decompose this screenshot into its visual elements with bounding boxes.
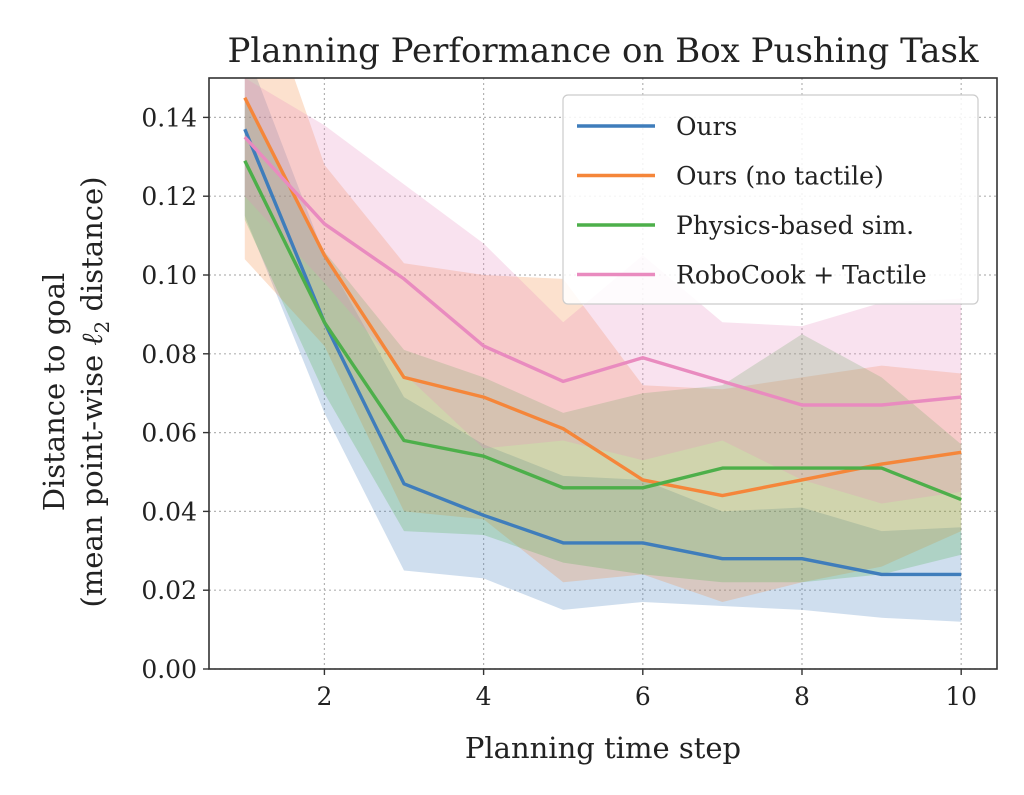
y-axis-title-subscript: 2 (90, 321, 114, 334)
y-tick-label: 0.08 (141, 340, 197, 369)
y-tick-label: 0.00 (141, 655, 197, 684)
robocook-tactile-legend-label: RoboCook + Tactile (676, 261, 927, 290)
x-tick-label: 2 (316, 682, 332, 711)
y-axis-title: Distance to goal (mean point-wise ℓ2 dis… (37, 176, 114, 607)
x-tick-label: 4 (476, 682, 492, 711)
physics-based-sim-series-line (243, 159, 962, 502)
ours-legend-label: Ours (676, 112, 737, 141)
y-tick-label: 0.12 (141, 182, 197, 211)
y-axis-title-suffix: distance) (75, 176, 109, 320)
y-tick-label: 0.14 (141, 103, 197, 132)
x-axis-title: Planning time step (465, 731, 741, 765)
ours-no-tactile-legend-label: Ours (no tactile) (676, 162, 884, 191)
legend-box (562, 94, 979, 305)
series-lines (243, 96, 962, 577)
y-axis-title-line-1: Distance to goal (37, 273, 71, 512)
axis-ticks: 2 4 6 8 10 0.00 0.02 0.04 0.06 0.08 0.10 0.12 0.14 (141, 103, 977, 711)
y-tick-label: 0.10 (141, 261, 197, 290)
x-tick-label: 6 (635, 682, 651, 711)
physics-based-sim-confidence-band (244, 97, 962, 583)
confidence-bands (244, 78, 962, 622)
plot-frame (208, 77, 998, 670)
chart-title: Planning Performance on Box Pushing Task (227, 31, 978, 71)
ours-no-tactile-confidence-band (244, 78, 962, 602)
x-tick-label: 10 (945, 682, 977, 711)
y-tick-label: 0.06 (141, 419, 197, 448)
y-axis-title-line-2: (mean point-wise ℓ2 distance) (75, 176, 114, 607)
y-tick-label: 0.04 (141, 497, 197, 526)
ours-series-line (243, 128, 962, 577)
physics-based-sim-legend-label: Physics-based sim. (676, 211, 914, 240)
ours-confidence-band (244, 78, 962, 622)
y-axis-title-symbol: ℓ (75, 333, 109, 345)
y-tick-label: 0.02 (141, 576, 197, 605)
legend: Ours Ours (no tactile) Physics-based sim. R… (562, 94, 979, 305)
robocook-tactile-series-line (243, 135, 962, 407)
ours-no-tactile-series-line (243, 96, 962, 498)
y-axis-title-prefix: (mean point-wise (75, 346, 109, 608)
x-tick-label: 8 (794, 682, 810, 711)
